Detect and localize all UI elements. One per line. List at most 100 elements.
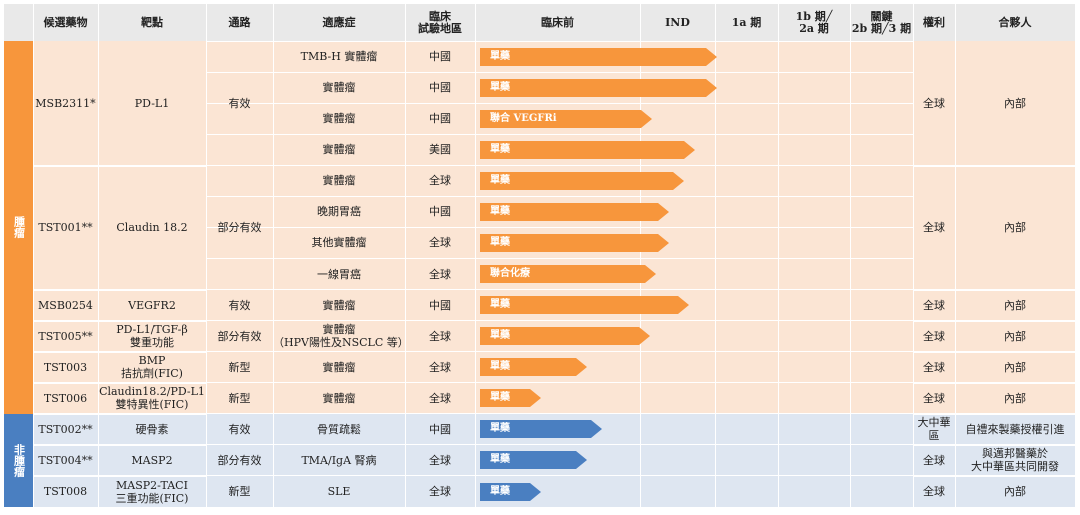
drug-partner: 內部 [1004,360,1026,374]
drug-target: Claudin 18.2 [116,220,188,234]
progress-arrow-shape [480,482,541,501]
drug-divider [913,320,1075,323]
progress-arrow-shape [480,202,669,221]
row-divider [206,40,405,42]
drug-pathway: 部分有效 [217,329,262,343]
progress-arrow-shape [480,420,602,439]
drug-name: TST003 [43,360,88,374]
arrow-polygon [480,358,587,377]
drug-partner: 與邁邦醫藥於 大中華區共同開發 [971,447,1059,474]
arrow-polygon [480,109,652,128]
drug-name: TST006 [43,391,88,405]
drug-rights: 全球 [923,485,945,498]
row-divider [405,133,913,135]
drug-divider [913,475,1075,478]
progress-arrow-shape [480,327,650,346]
drug-name: TST001** [38,220,93,234]
column-divider [778,4,779,508]
drug-name: TST005** [38,329,93,343]
drug-target: 硬骨素 [135,422,169,436]
row-divider [405,257,913,259]
drug-pathway: 部分有效 [217,220,262,234]
drug-rights: 全球 [923,329,945,343]
row-divider [206,351,405,353]
indication-cell: 實體瘤 [322,81,356,95]
region-cell: 中國 [429,298,451,312]
drug-pathway: 新型 [228,360,251,374]
arrow-label: 單藥 [490,454,510,466]
arrow-label: 單藥 [490,299,510,311]
header-phase1a: 1a 期 [715,4,778,41]
arrow-label: 聯合化療 [490,268,530,280]
arrow-polygon [480,47,717,66]
drug-divider [913,413,1075,416]
progress-arrow: 單藥 [480,233,669,252]
progress-arrow: 單藥 [480,202,669,221]
arrow-label: 單藥 [490,485,510,497]
drug-rights: 大中華區 [917,416,951,443]
indication-cell: SLE [327,485,351,498]
drug-target: PD-L1/TGF-β 雙重功能 [116,323,188,350]
arrow-label: 單藥 [490,205,510,217]
header-ind: IND [640,4,715,41]
row-divider [206,506,405,508]
region-cell: 全球 [429,360,451,374]
row-divider [405,475,913,477]
arrow-polygon [480,265,656,284]
progress-arrow-shape [480,296,689,315]
drug-divider [913,351,1075,354]
indication-cell: 實體瘤 [322,143,356,157]
drug-target: BMP 拮抗劑(FIC) [121,354,183,381]
drug-divider [33,506,206,509]
header-rights: 權利 [913,4,955,41]
indication-cell: TMA/IgA 腎病 [301,453,377,467]
drug-pathway: 新型 [228,485,251,498]
row-divider [206,71,405,73]
progress-arrow-shape [480,265,656,284]
column-divider [33,4,34,508]
row-divider [405,40,913,42]
region-cell: 全球 [429,485,451,498]
row-divider [405,71,913,73]
arrow-polygon [480,420,602,439]
arrow-label: 聯合 VEGFRi [490,112,557,124]
indication-cell: 實體瘤 （HPV陽性及NSCLC 等） [273,323,409,350]
progress-arrow: 聯合化療 [480,265,656,284]
drug-name: TST008 [43,485,88,498]
arrow-polygon [480,140,695,159]
arrow-polygon [480,171,684,190]
column-divider [715,4,716,508]
row-divider [405,413,913,415]
column-divider [98,4,99,508]
drug-divider [913,289,1075,292]
indication-cell: 其他實體瘤 [311,236,367,250]
region-cell: 中國 [429,112,451,126]
column-divider [955,4,956,508]
arrow-polygon [480,327,650,346]
drug-divider [33,475,206,478]
region-cell: 全球 [429,267,451,281]
column-divider [206,4,207,508]
progress-arrow-shape [480,171,684,190]
progress-arrow: 單藥 [480,78,717,97]
drug-pathway: 部分有效 [217,453,262,467]
arrow-label: 單藥 [490,50,510,62]
drug-target: MASP2-TACI 三重功能(FIC) [115,478,189,505]
drug-rights: 全球 [923,96,945,110]
drug-name: TST004** [38,453,93,467]
row-divider [206,320,405,322]
drug-partner: 自禮來製藥授權引進 [965,422,1065,436]
indication-cell: 實體瘤 [322,360,356,374]
drug-rights: 全球 [923,391,945,405]
progress-arrow-shape [480,78,717,97]
header-preclinical: 臨床前 [475,4,640,41]
indication-cell: 一線胃癌 [317,267,361,281]
drug-divider [33,382,206,385]
row-divider [206,164,405,166]
drug-name: TST002** [38,422,93,436]
drug-pathway: 有效 [228,422,251,436]
region-cell: 全球 [429,453,451,467]
drug-divider [913,444,1075,447]
region-cell: 全球 [429,391,451,405]
